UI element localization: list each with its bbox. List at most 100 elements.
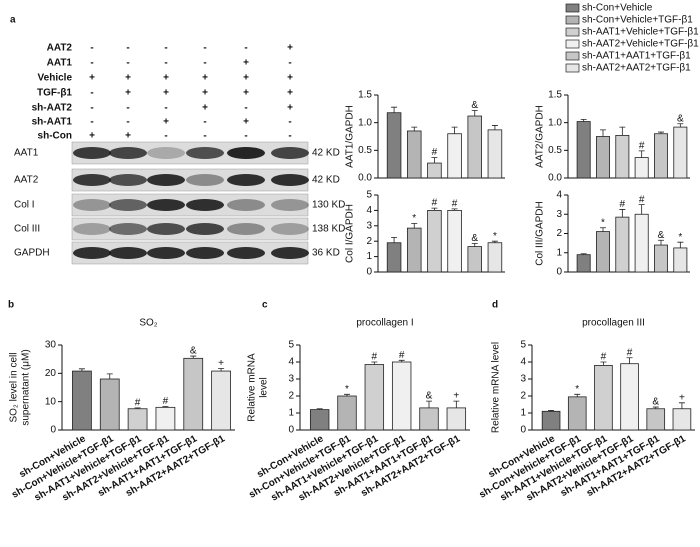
band-label: Col III xyxy=(14,224,40,235)
condition-sign: - xyxy=(90,117,93,128)
condition-sign: + xyxy=(243,73,249,84)
bar xyxy=(487,129,503,179)
y-axis-label: Col I/GAPDH xyxy=(345,204,356,263)
bar xyxy=(183,357,204,431)
y-axis-label: Relative mRNA level xyxy=(491,342,502,433)
bar xyxy=(654,133,668,179)
blot-band xyxy=(186,147,224,159)
band-size: 138 KD xyxy=(312,224,345,235)
condition-sign: - xyxy=(126,117,129,128)
error-bar xyxy=(626,357,633,364)
significance-marker: # xyxy=(620,199,626,210)
blot-band xyxy=(186,247,224,259)
blot-band xyxy=(147,247,185,259)
error-bar xyxy=(344,393,350,396)
y-tick-label: 1.0 xyxy=(548,117,562,128)
bar xyxy=(596,136,610,179)
blot-band xyxy=(73,223,111,235)
bar xyxy=(309,409,330,431)
condition-sign: + xyxy=(243,117,249,128)
y-tick-label: 1.0 xyxy=(358,117,372,128)
significance-marker: # xyxy=(452,199,458,210)
band-size: 36 KD xyxy=(312,248,340,259)
y-tick-label: 4 xyxy=(556,190,562,201)
band-size: 42 KD xyxy=(312,175,340,186)
bar xyxy=(646,408,666,431)
blot-band xyxy=(271,174,309,186)
significance-marker: & xyxy=(426,391,433,402)
y-tick-label: 0.0 xyxy=(548,173,562,184)
y-axis-label: Relative mRNA xyxy=(247,353,258,422)
error-bar xyxy=(431,157,438,164)
condition-sign: + xyxy=(125,131,131,142)
error-bar xyxy=(677,241,684,248)
legend-label: sh-Con+Vehicle+TGF-β1 xyxy=(582,15,693,26)
blot-band xyxy=(73,199,111,211)
condition-sign: + xyxy=(287,88,293,99)
bar xyxy=(672,408,692,431)
condition-sign: + xyxy=(163,117,169,128)
y-axis-label: AAT1/GAPDH xyxy=(345,105,356,168)
condition-sign: - xyxy=(126,58,129,69)
y-tick-label: 4 xyxy=(366,205,372,216)
error-bar xyxy=(190,355,197,359)
panel-letter: d xyxy=(492,300,498,311)
bar xyxy=(541,410,561,431)
significance-marker: # xyxy=(627,347,633,358)
band-label: Col I xyxy=(14,200,35,211)
bar xyxy=(446,407,467,431)
condition-sign: - xyxy=(203,131,206,142)
bar xyxy=(467,246,483,273)
error-bar xyxy=(134,407,141,409)
blot-band xyxy=(147,199,185,211)
condition-sign: - xyxy=(203,58,206,69)
bar xyxy=(155,406,176,431)
condition-sign: + xyxy=(243,58,249,69)
significance-marker: * xyxy=(493,231,497,242)
blot-band xyxy=(227,247,265,259)
bar xyxy=(615,134,630,179)
error-bar xyxy=(471,243,478,247)
error-bar xyxy=(411,126,418,131)
y-tick-label: 0 xyxy=(520,425,526,436)
bar xyxy=(337,395,357,431)
y-tick-label: 30 xyxy=(45,340,57,351)
y-tick-label: 5 xyxy=(366,190,372,201)
condition-sign: - xyxy=(288,131,291,142)
y-tick-label: 5 xyxy=(520,340,526,351)
significance-marker: * xyxy=(601,217,605,228)
error-bar xyxy=(678,402,685,409)
significance-marker: & xyxy=(471,233,478,244)
error-bar xyxy=(371,361,378,365)
error-bar xyxy=(78,368,85,372)
blot-band xyxy=(227,199,265,211)
significance-marker: # xyxy=(432,198,438,209)
blot-band xyxy=(147,174,185,186)
error-bar xyxy=(600,129,606,137)
bar xyxy=(467,115,483,179)
bar xyxy=(406,227,422,273)
y-tick-label: 5 xyxy=(288,340,294,351)
condition-sign: - xyxy=(126,103,129,114)
significance-marker: # xyxy=(399,350,405,361)
bar xyxy=(386,242,402,273)
y-tick-label: 2 xyxy=(366,236,372,247)
bar xyxy=(594,364,613,431)
error-bar xyxy=(391,236,398,243)
bar xyxy=(620,363,639,431)
condition-sign: - xyxy=(244,103,247,114)
error-bar xyxy=(574,393,581,397)
bar xyxy=(427,209,442,273)
blot-band xyxy=(109,247,147,259)
significance-marker: # xyxy=(639,194,645,205)
error-bar xyxy=(677,123,684,128)
condition-sign: - xyxy=(90,103,93,114)
chart-title: procollagen III xyxy=(582,318,645,329)
blot-band xyxy=(271,147,309,159)
error-bar xyxy=(106,373,113,379)
condition-label: AAT2 xyxy=(47,43,73,54)
bar xyxy=(615,216,630,273)
condition-label: Vehicle xyxy=(38,73,73,84)
condition-sign: - xyxy=(203,117,206,128)
